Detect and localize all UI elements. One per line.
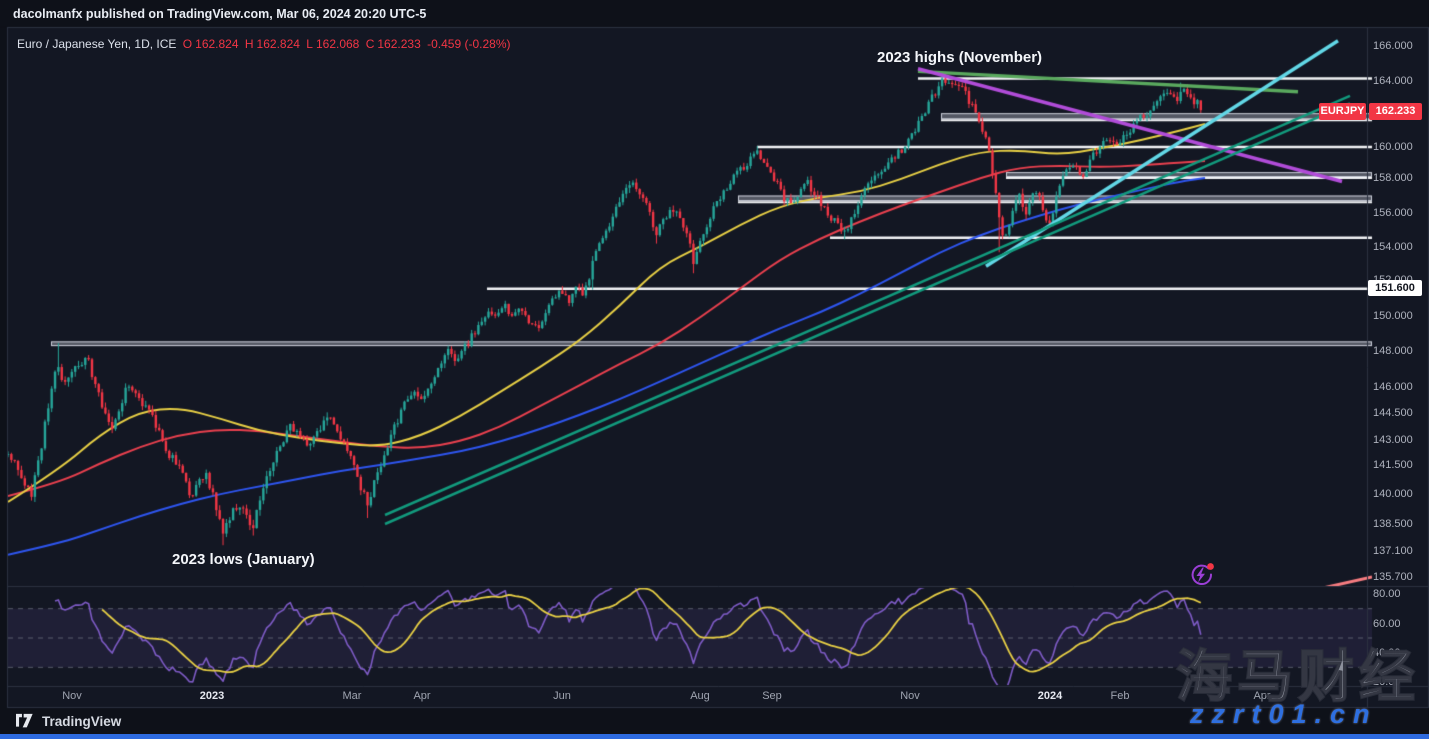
price-axis-label: 144.500 (1373, 407, 1413, 419)
time-axis-label: Nov (62, 690, 82, 702)
notification-dot (1207, 563, 1214, 570)
watermark-text-cn: 海马财经 (1175, 644, 1420, 709)
price-axis-label: 135.700 (1373, 571, 1413, 583)
ohlc-open-value: 162.824 (195, 37, 239, 51)
ohlc-high-label: H (244, 37, 254, 51)
indicator-axis-label: 80.00 (1373, 588, 1401, 600)
publisher-text: dacolmanfx published on TradingView.com,… (13, 7, 427, 21)
indicator-axis-label: 40.00 (1373, 647, 1401, 659)
price-axis-label: 143.000 (1373, 434, 1413, 446)
ohlc-close-label: C (365, 37, 375, 51)
price-axis-label: 154.000 (1373, 241, 1413, 253)
price-axis-label: 140.000 (1373, 488, 1413, 500)
ohlc-low-value: 162.068 (315, 37, 360, 51)
tradingview-brand-link[interactable]: TradingView (16, 713, 121, 730)
tradingview-logo-icon (16, 713, 33, 728)
publisher-bar: dacolmanfx published on TradingView.com,… (13, 7, 426, 21)
time-axis-label: Apr (1253, 690, 1271, 702)
bottom-accent-bar (0, 734, 1429, 739)
price-axis-label: 138.500 (1373, 518, 1413, 530)
last-price-badge: 162.233 (1369, 103, 1422, 120)
ohlc-open-label: O (182, 37, 193, 51)
time-axis-label: Sep (762, 690, 782, 702)
time-axis-label: 2023 (199, 690, 225, 702)
price-axis-label: 164.000 (1373, 75, 1413, 87)
lightning-icon (1191, 563, 1214, 586)
time-axis-label: 2024 (1037, 690, 1063, 702)
lightning-events-button[interactable] (1186, 560, 1216, 590)
symbol-title: Euro / Japanese Yen, 1D, ICE (17, 37, 177, 51)
price-axis-label: 148.000 (1373, 345, 1413, 357)
indicator-axis-label: 60.00 (1373, 618, 1401, 630)
price-axis-label: 160.000 (1373, 141, 1413, 153)
price-axis-label: 156.000 (1373, 207, 1413, 219)
symbol-badge: EURJPY (1319, 103, 1366, 120)
time-axis-label: Mar (342, 690, 362, 702)
price-axis-label: 137.100 (1373, 545, 1413, 557)
change-value: -0.459 (-0.28%) (427, 37, 511, 51)
level-price-badge: 151.600 (1368, 280, 1422, 296)
ohlc-high-value: 162.824 (256, 37, 300, 51)
annotation-2023-lows: 2023 lows (January) (172, 551, 315, 568)
price-axis-label: 166.000 (1373, 40, 1413, 52)
time-axis-label: Feb (1110, 690, 1130, 702)
time-axis-label: Aug (690, 690, 710, 702)
ohlc-close-value: 162.233 (377, 37, 421, 51)
price-axis-label: 141.500 (1373, 459, 1413, 471)
watermark-url: zzrt01.cn (1190, 699, 1378, 729)
time-axis-label: Nov (900, 690, 920, 702)
price-axis-label: 150.000 (1373, 310, 1413, 322)
time-axis-label: Jun (553, 690, 571, 702)
indicator-axis-label: 20.00 (1373, 676, 1401, 688)
ohlc-low-label: L (306, 37, 313, 51)
price-axis-label: 158.000 (1373, 172, 1413, 184)
annotation-2023-highs: 2023 highs (November) (877, 49, 1043, 66)
price-axis-label: 146.000 (1373, 381, 1413, 393)
brand-text: TradingView (42, 714, 122, 729)
time-axis-label: Apr (413, 690, 431, 702)
